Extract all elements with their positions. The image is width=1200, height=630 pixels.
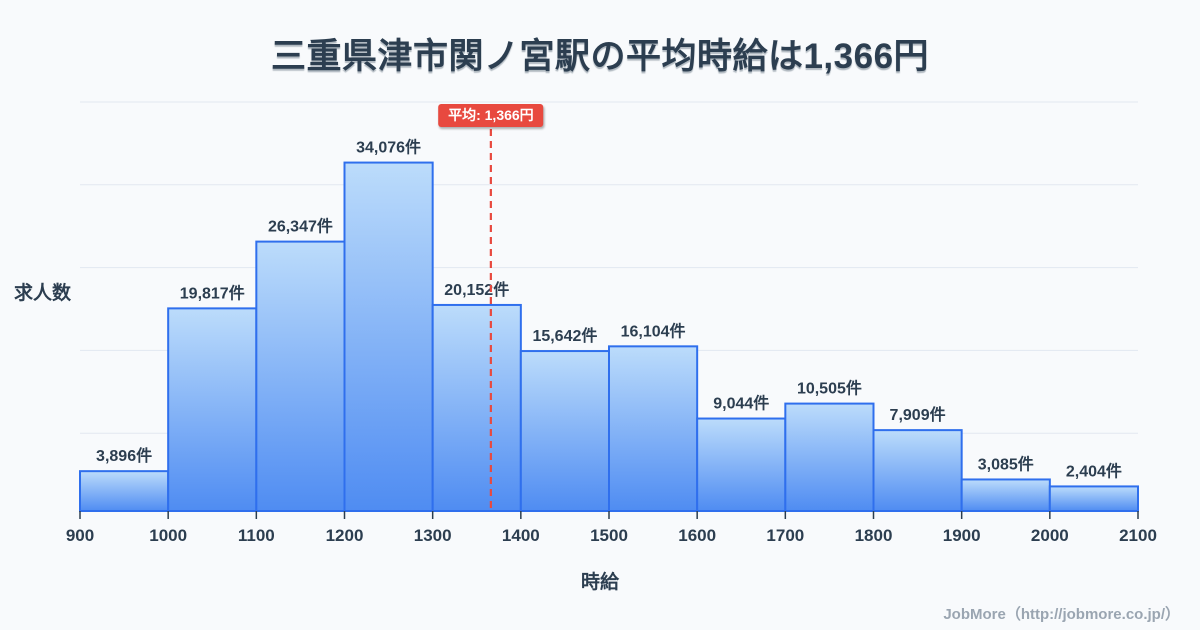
svg-text:26,347件: 26,347件 (268, 217, 333, 236)
svg-text:1900: 1900 (943, 526, 981, 545)
svg-text:15,642件: 15,642件 (532, 326, 597, 345)
svg-text:1100: 1100 (238, 526, 275, 545)
svg-text:1700: 1700 (766, 526, 804, 545)
svg-text:1600: 1600 (678, 526, 716, 545)
svg-text:1300: 1300 (414, 526, 452, 545)
svg-text:2,404件: 2,404件 (1066, 461, 1122, 480)
svg-text:1200: 1200 (326, 526, 364, 545)
svg-text:10,505件: 10,505件 (797, 379, 862, 398)
svg-text:2100: 2100 (1119, 526, 1157, 545)
svg-text:19,817件: 19,817件 (180, 283, 245, 302)
svg-text:1000: 1000 (149, 526, 187, 545)
svg-text:16,104件: 16,104件 (621, 321, 686, 340)
svg-text:3,896件: 3,896件 (96, 446, 152, 465)
svg-text:900: 900 (66, 526, 94, 545)
svg-text:3,085件: 3,085件 (978, 454, 1034, 473)
svg-text:1400: 1400 (502, 526, 540, 545)
svg-text:1800: 1800 (855, 526, 893, 545)
svg-text:9,044件: 9,044件 (713, 394, 769, 413)
svg-text:20,152件: 20,152件 (444, 280, 509, 299)
svg-text:7,909件: 7,909件 (890, 405, 946, 424)
svg-text:1500: 1500 (590, 526, 628, 545)
svg-text:2000: 2000 (1031, 526, 1069, 545)
svg-text:34,076件: 34,076件 (356, 138, 421, 157)
